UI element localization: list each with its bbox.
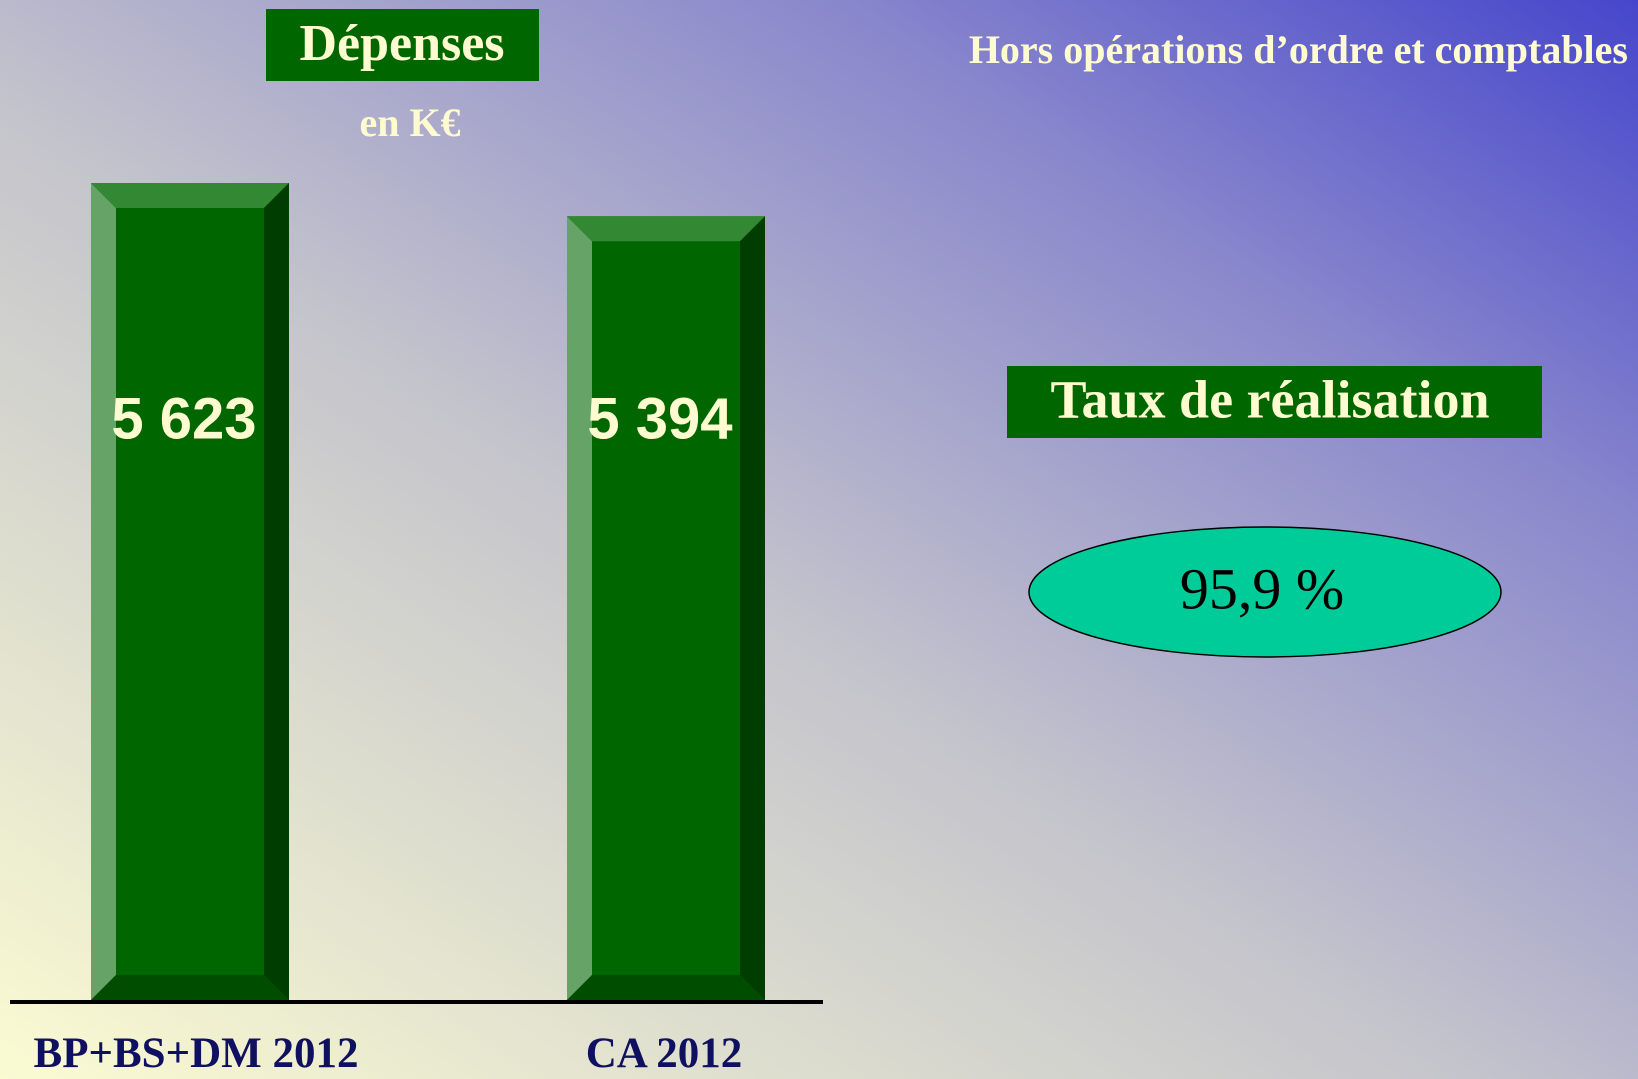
bar-bevel-bottom xyxy=(567,975,765,1000)
bar-bevel-left xyxy=(567,216,592,1000)
value-label: 5 394 xyxy=(587,386,732,451)
rate-ellipse xyxy=(1028,526,1502,658)
bar-bevel-top xyxy=(91,183,289,208)
note: Hors opérations d’ordre et comptables xyxy=(969,27,1628,72)
bar-bevel-top xyxy=(567,216,765,242)
chart-title: Dépenses xyxy=(299,15,504,72)
bar-bevel-left xyxy=(91,183,116,1000)
bar-face xyxy=(91,183,289,1000)
bar-bevel-right xyxy=(740,216,765,1000)
bar-bevel-right xyxy=(264,183,289,1000)
rate-title: Taux de réalisation xyxy=(1050,369,1489,429)
rate-value: 95,9 % xyxy=(1180,556,1344,621)
x-tick-label: CA 2012 xyxy=(586,1030,742,1077)
x-tick-label: BP+BS+DM 2012 xyxy=(34,1030,359,1077)
value-label: 5 623 xyxy=(111,386,256,451)
title-box xyxy=(266,9,539,81)
bar-face xyxy=(567,216,765,1000)
bar xyxy=(91,183,289,1000)
chart-subtitle: en K€ xyxy=(359,100,460,145)
bar-bevel-bottom xyxy=(91,975,289,1000)
bar xyxy=(567,216,765,1000)
rate-box xyxy=(1007,366,1542,438)
